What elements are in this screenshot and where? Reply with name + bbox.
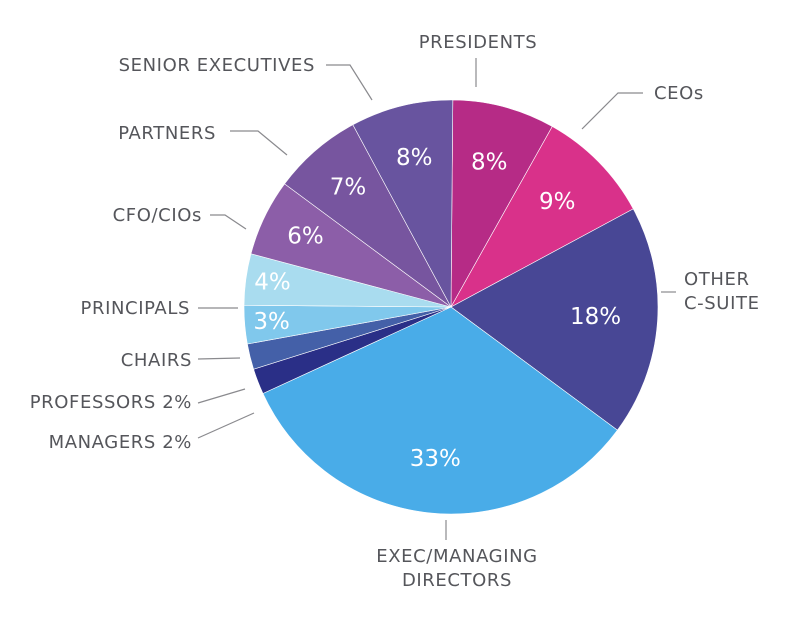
leader-line xyxy=(197,412,255,439)
slice-value-label: 6% xyxy=(287,224,324,250)
pie-slice xyxy=(352,99,454,308)
category-label: EXEC/MANAGING DIRECTORS xyxy=(376,546,538,591)
category-label: CFO/CIOs xyxy=(113,205,202,226)
slice-value-labels: 8% 9% 18% 33% 3% 4% 6%7% 8% xyxy=(253,145,621,472)
slice-value-label: 18% xyxy=(570,304,621,330)
category-label: PRINCIPALS xyxy=(81,298,190,319)
leader-line xyxy=(230,130,288,156)
category-label: PRESIDENTS xyxy=(419,32,538,53)
slice-value-label: 8% xyxy=(396,145,433,171)
leader-line xyxy=(197,388,246,404)
leader-line xyxy=(197,357,241,360)
slice-value-label: 4% xyxy=(254,269,291,295)
slice-value-label: 7% xyxy=(330,175,367,201)
pie-slice xyxy=(450,208,659,431)
pie-slice xyxy=(262,306,618,515)
category-label: MANAGERS 2% xyxy=(49,432,192,453)
category-label: PARTNERS xyxy=(118,123,216,144)
category-labels: PRESIDENTS CEOs OTHER C-SUITE EXEC/MANAGING D… xyxy=(30,32,760,591)
slice-value-label: 8% xyxy=(471,150,508,176)
leader-line xyxy=(326,64,373,101)
leader-line xyxy=(210,214,247,230)
slice-value-label: 33% xyxy=(410,446,461,472)
pie-slices xyxy=(243,99,659,515)
pie-slice xyxy=(450,99,553,308)
pie-slice xyxy=(450,126,634,308)
leader-line xyxy=(581,92,643,130)
category-label: PROFESSORS 2% xyxy=(30,392,192,413)
slice-value-label: 3% xyxy=(253,309,290,335)
category-label: CEOs xyxy=(654,83,704,104)
leader-lines xyxy=(197,58,676,540)
category-label: OTHER C-SUITE xyxy=(684,269,760,314)
category-label: CHAIRS xyxy=(121,350,192,371)
category-label: SENIOR EXECUTIVES xyxy=(119,55,315,76)
slice-value-label: 9% xyxy=(539,189,576,215)
